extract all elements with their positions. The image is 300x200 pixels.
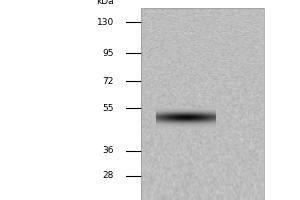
Text: 36: 36 [103, 146, 114, 155]
Text: 130: 130 [97, 18, 114, 27]
Bar [141, 8, 264, 200]
Text: 95: 95 [103, 49, 114, 58]
Text: 55: 55 [103, 104, 114, 113]
Text: kDa: kDa [96, 0, 114, 6]
Text: 72: 72 [103, 77, 114, 86]
Text: 28: 28 [103, 171, 114, 180]
